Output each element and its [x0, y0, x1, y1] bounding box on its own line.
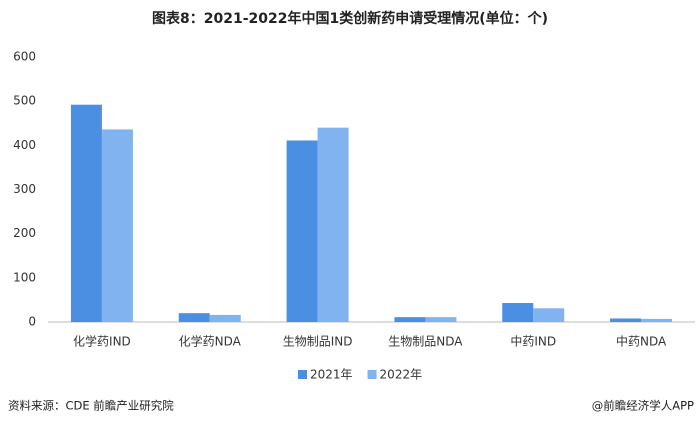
- legend-label: 2022年: [380, 368, 423, 382]
- bar: [394, 317, 426, 322]
- bar: [425, 317, 457, 322]
- bar: [317, 127, 349, 323]
- x-tick-label: 生物制品NDA: [388, 335, 463, 349]
- y-tick-label: 0: [28, 315, 36, 329]
- chart-title: 图表8：2021-2022年中国1类创新药申请受理情况(单位：个): [152, 10, 548, 27]
- bar: [70, 104, 102, 322]
- legend-label: 2021年: [310, 368, 353, 382]
- bar: [610, 318, 642, 322]
- legend-swatch: [367, 370, 377, 379]
- x-tick-label: 化学药IND: [73, 334, 131, 349]
- y-tick-label: 300: [13, 182, 36, 196]
- legend-swatch: [298, 370, 307, 379]
- y-tick-label: 100: [13, 270, 36, 284]
- x-tick-label: 中药NDA: [616, 334, 667, 349]
- bar: [101, 129, 133, 322]
- bar: [641, 318, 673, 322]
- bar: [533, 308, 565, 322]
- x-tick-label: 中药IND: [510, 334, 556, 349]
- bar: [286, 140, 318, 322]
- bar: [502, 303, 534, 322]
- x-tick-label: 化学药NDA: [179, 334, 242, 349]
- credit: @前瞻经济学人APP: [592, 399, 694, 413]
- y-tick-label: 600: [13, 50, 36, 64]
- y-tick-label: 400: [13, 138, 36, 152]
- y-tick-label: 500: [13, 94, 36, 108]
- y-tick-label: 200: [13, 226, 36, 240]
- source: 资料来源：CDE 前瞻产业研究院: [8, 399, 174, 413]
- bar: [209, 314, 241, 322]
- bar: [178, 313, 210, 322]
- x-tick-label: 生物制品IND: [283, 335, 353, 349]
